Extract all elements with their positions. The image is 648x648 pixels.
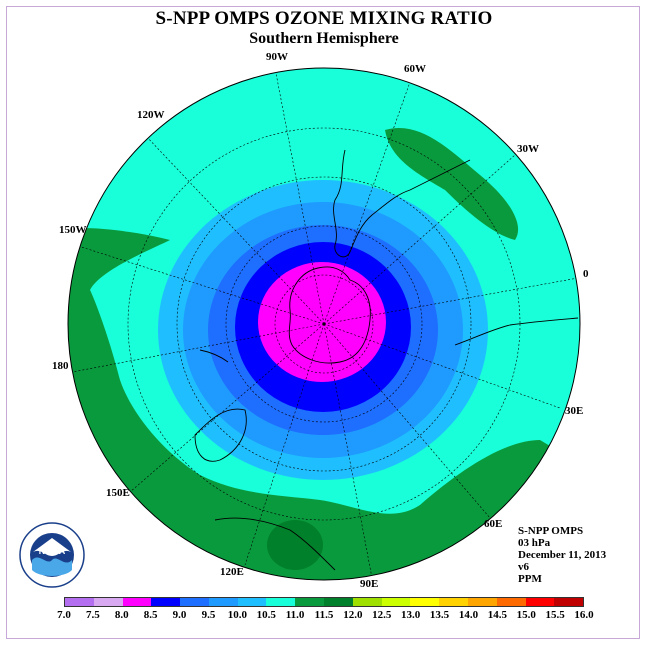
colorbar-swatch <box>525 598 555 606</box>
colorbar-swatch <box>208 598 238 606</box>
info-version: v6 <box>518 561 529 573</box>
noaa-logo-icon: NOAA <box>19 522 85 588</box>
colorbar-tick-label: 7.5 <box>86 609 100 621</box>
colorbar-tick-label: 14.5 <box>487 609 507 621</box>
colorbar-swatch <box>467 598 497 606</box>
info-block: S-NPP OMPS 03 hPa December 11, 2013 v6 P… <box>518 525 606 585</box>
colorbar-swatch <box>352 598 382 606</box>
colorbar-swatch <box>554 598 584 606</box>
colorbar-tick-label: 14.0 <box>458 609 479 621</box>
contour-band-8-5 <box>258 262 386 382</box>
lon-label-90w: 90W <box>266 51 288 63</box>
figure-frame <box>6 6 640 639</box>
colorbar-swatch <box>266 598 296 606</box>
map-title: S-NPP OMPS OZONE MIXING RATIO <box>155 8 493 29</box>
colorbar <box>64 597 584 607</box>
colorbar-swatch <box>295 598 325 606</box>
coast-indonesia <box>214 517 336 571</box>
lon-label-60e: 60E <box>484 518 503 530</box>
coast-australia <box>194 408 247 462</box>
colorbar-swatch <box>381 598 411 606</box>
colorbar-swatch <box>180 598 209 606</box>
lon-label-0: 0 <box>583 268 589 280</box>
colorbar-tick-label: 8.5 <box>143 609 158 621</box>
colorbar-tick-label: 9.5 <box>201 609 216 621</box>
colorbar-tick-label: 11.0 <box>285 609 305 621</box>
coast-africa <box>454 317 579 346</box>
colorbar-tick-label: 12.5 <box>372 609 392 621</box>
colorbar-swatch <box>410 598 440 606</box>
colorbar-tick-label: 13.0 <box>401 609 421 621</box>
colorbar-swatch <box>439 598 468 606</box>
coast-new-zealand <box>199 349 229 363</box>
colorbar-swatch <box>237 598 267 606</box>
info-level: 03 hPa <box>518 537 551 549</box>
colorbar-tick-label: 15.0 <box>516 609 536 621</box>
coast-south-america <box>333 149 471 258</box>
lon-label-30w: 30W <box>517 143 539 155</box>
green-patch-northeast <box>385 128 519 240</box>
lon-label-30e: 30E <box>565 405 584 417</box>
lon-label-150e: 150E <box>106 487 130 499</box>
colorbar-tick-label: 11.5 <box>314 609 334 621</box>
info-date: December 11, 2013 <box>518 549 607 561</box>
colorbar-tick-label: 16.0 <box>574 609 594 621</box>
info-instrument: S-NPP OMPS <box>518 525 584 537</box>
colorbar-tick-label: 7.0 <box>57 609 71 621</box>
colorbar-swatch <box>496 598 526 606</box>
noaa-logo-text: NOAA <box>39 546 66 556</box>
lon-label-180: 180 <box>52 360 69 372</box>
lon-label-90e: 90E <box>360 578 379 590</box>
colorbar-swatch <box>324 598 353 606</box>
colorbar-tick-label: 9.0 <box>172 609 187 621</box>
colorbar-tick-label: 13.5 <box>429 609 450 621</box>
lon-label-150w: 150W <box>59 224 87 236</box>
map-subtitle: Southern Hemisphere <box>249 30 399 47</box>
colorbar-swatch <box>93 598 123 606</box>
colorbar-tick-label: 10.5 <box>256 609 276 621</box>
coast-antarctica <box>288 266 371 364</box>
lon-label-60w: 60W <box>404 63 426 75</box>
colorbar-swatch <box>122 598 152 606</box>
colorbar-tick-label: 15.5 <box>545 609 565 621</box>
lon-label-120e: 120E <box>220 566 244 578</box>
colorbar-swatch <box>151 598 181 606</box>
colorbar-tick-label: 8.0 <box>114 609 129 621</box>
dark-green-patch-120e <box>267 520 323 570</box>
colorbar-swatch <box>65 598 94 606</box>
colorbar-tick-label: 12.0 <box>343 609 363 621</box>
colorbar-tick-label: 10.0 <box>227 609 247 621</box>
info-units: PPM <box>518 573 542 585</box>
lon-label-120w: 120W <box>137 109 165 121</box>
